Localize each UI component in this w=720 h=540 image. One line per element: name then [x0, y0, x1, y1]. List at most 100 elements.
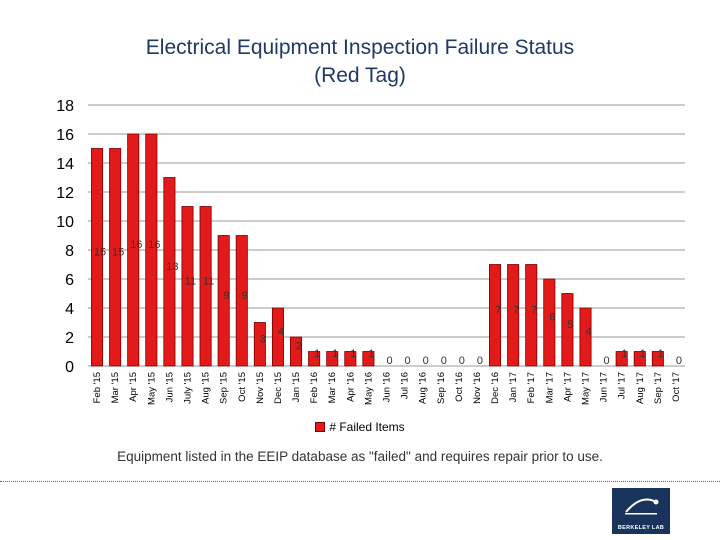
x-tick-label: May '15: [146, 372, 157, 405]
x-tick-label: Jun '16: [382, 372, 393, 402]
data-label: 1: [350, 348, 356, 360]
data-label: 7: [531, 304, 537, 316]
y-tick-label: 2: [65, 330, 74, 347]
bar: [308, 351, 321, 367]
bar: [290, 336, 303, 367]
x-tick-label: Mar '17: [544, 372, 555, 403]
y-axis-ticks: 0 2 4 6 8 10 12 14 16 18: [56, 98, 74, 376]
bar: [217, 235, 230, 367]
data-label: 13: [166, 261, 178, 273]
data-label: 1: [622, 348, 628, 360]
bar: [362, 351, 375, 367]
data-label: 0: [441, 355, 447, 367]
x-axis-ticks: Feb '15 Mar '15 Apr '15 May '15 Jun '15 July …: [92, 372, 682, 405]
bar: [326, 351, 339, 367]
data-label: 0: [423, 355, 429, 367]
y-tick-label: 12: [56, 185, 74, 202]
bar: [145, 133, 158, 367]
bar: [579, 307, 592, 367]
bar: [489, 264, 502, 367]
legend-swatch: [315, 422, 326, 432]
data-label: 0: [676, 355, 682, 367]
page-title: Electrical Equipment Inspection Failure …: [40, 34, 680, 90]
y-tick-label: 14: [56, 156, 74, 173]
bar: [271, 307, 284, 367]
data-label: 1: [658, 348, 664, 360]
x-tick-label: Sep '16: [436, 372, 447, 404]
bar: [199, 206, 212, 367]
legend: # Failed Items: [0, 420, 720, 434]
bar: [633, 351, 646, 367]
bar: [253, 322, 266, 367]
y-tick-label: 4: [65, 301, 74, 318]
legend-label: # Failed Items: [329, 420, 405, 434]
x-tick-label: Jan '17: [508, 372, 519, 402]
x-tick-label: Feb '16: [309, 372, 320, 403]
x-tick-label: May '17: [581, 372, 592, 405]
x-tick-label: Feb '17: [526, 372, 537, 403]
bars: [91, 133, 664, 367]
x-tick-label: Oct '15: [237, 372, 248, 402]
y-tick-label: 16: [56, 127, 74, 144]
bar: [127, 133, 140, 367]
data-label: 11: [185, 275, 196, 287]
x-tick-label: Jul '17: [617, 372, 628, 399]
x-tick-label: Sep '17: [653, 372, 664, 404]
y-tick-label: 10: [56, 214, 74, 231]
y-tick-label: 18: [56, 98, 74, 115]
y-tick-label: 0: [65, 359, 74, 376]
x-tick-label: Feb '15: [92, 372, 103, 403]
bar: [235, 235, 248, 367]
x-tick-label: Mar '16: [327, 372, 338, 403]
x-tick-label: Apr '17: [562, 372, 573, 402]
data-label: 9: [242, 290, 248, 302]
bar: [181, 206, 194, 367]
data-label: 15: [94, 246, 106, 258]
bar: [543, 278, 556, 367]
x-tick-label: Apr '16: [345, 372, 356, 402]
logo-icon: [625, 498, 659, 515]
data-label: 15: [112, 246, 124, 258]
x-tick-label: Jun '17: [599, 372, 610, 402]
bar: [525, 264, 538, 367]
x-tick-label: Nov '15: [255, 372, 266, 404]
data-label: 1: [368, 348, 374, 360]
data-label: 4: [278, 326, 284, 338]
data-label: 0: [604, 355, 610, 367]
data-label: 0: [477, 355, 483, 367]
x-tick-label: Aug '16: [418, 372, 429, 404]
x-tick-label: Aug '15: [201, 372, 212, 404]
x-tick-label: Aug '17: [635, 372, 646, 404]
bar: [651, 351, 664, 367]
data-label: 3: [260, 333, 266, 345]
x-tick-label: Dec '16: [490, 372, 501, 404]
berkeley-lab-logo: BERKELEY LAB: [612, 488, 670, 534]
title-line-2: (Red Tag): [314, 64, 406, 87]
x-tick-label: Oct '17: [671, 372, 682, 402]
data-label: 2: [296, 341, 302, 353]
bar: [561, 293, 574, 367]
bar: [163, 177, 176, 367]
data-label: 11: [203, 275, 214, 287]
divider: [0, 481, 720, 482]
title-line-1: Electrical Equipment Inspection Failure …: [145, 36, 575, 59]
data-label: 16: [148, 239, 160, 251]
gridlines: [88, 104, 685, 367]
bar: [91, 148, 104, 367]
data-label: 6: [549, 312, 555, 324]
x-tick-label: Apr '15: [128, 372, 139, 402]
x-tick-label: Jun '15: [164, 372, 175, 402]
data-label: 1: [314, 348, 320, 360]
data-label: 16: [130, 239, 142, 251]
bar: [109, 148, 122, 367]
caption: Equipment listed in the EEIP database as…: [117, 449, 603, 464]
x-tick-label: Jan '15: [291, 372, 302, 402]
data-label: 0: [405, 355, 411, 367]
data-label: 4: [585, 326, 591, 338]
data-label: 0: [386, 355, 392, 367]
data-label: 1: [640, 348, 646, 360]
data-label: 5: [567, 319, 573, 331]
logo-text: BERKELEY LAB: [617, 525, 665, 531]
